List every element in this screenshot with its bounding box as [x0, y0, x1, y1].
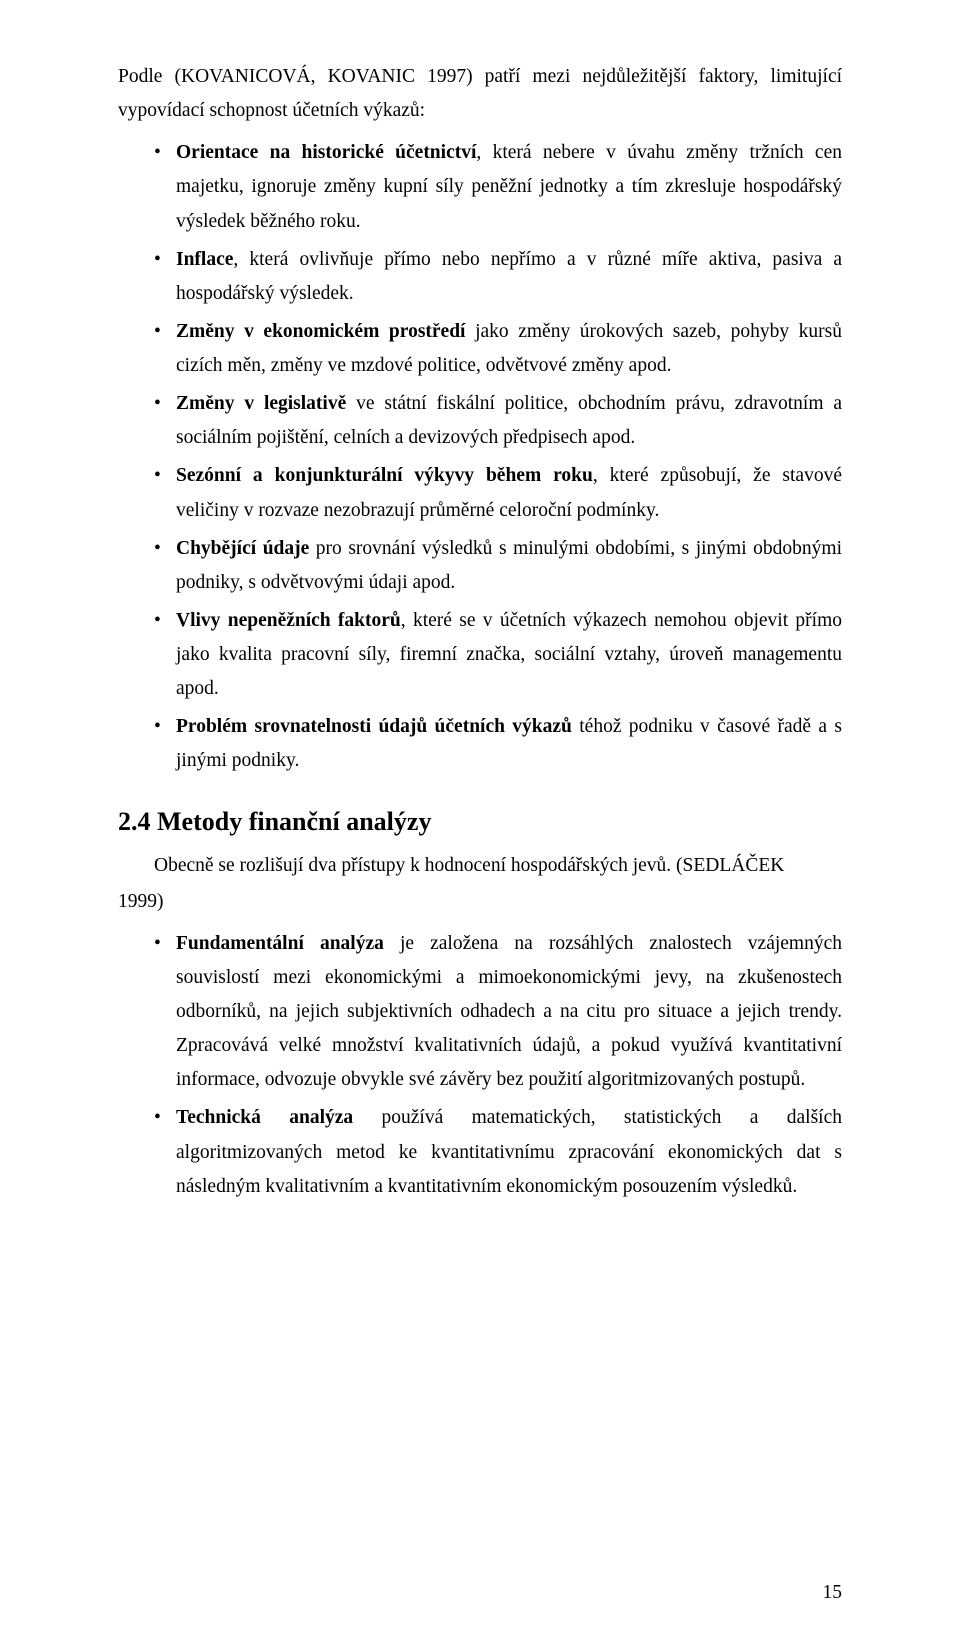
bullet-bold: Problém srovnatelnosti údajů účetních vý… [176, 716, 572, 737]
list-item: Chybějící údaje pro srovnání výsledků s … [154, 532, 842, 600]
list-item: Inflace, která ovlivňuje přímo nebo nepř… [154, 243, 842, 311]
list-item: Orientace na historické účetnictví, kter… [154, 136, 842, 238]
bullet-rest: je založena na rozsáhlých znalostech vzá… [176, 933, 842, 1091]
list-item: Vlivy nepeněžních faktorů, které se v úč… [154, 604, 842, 706]
bullet-list-2: Fundamentální analýza je založena na roz… [118, 927, 842, 1204]
list-item: Problém srovnatelnosti údajů účetních vý… [154, 710, 842, 778]
intro-line-1: Podle (KOVANICOVÁ, KOVANIC 1997) patří m… [118, 66, 758, 87]
section-intro: Obecně se rozlišují dva přístupy k hodno… [118, 849, 842, 883]
page-number: 15 [823, 1582, 843, 1604]
bullet-bold: Sezónní a konjunkturální výkyvy během ro… [176, 465, 593, 486]
section-year: 1999) [118, 885, 842, 919]
list-item: Sezónní a konjunkturální výkyvy během ro… [154, 459, 842, 527]
bullet-bold: Orientace na historické účetnictví [176, 142, 476, 163]
intro-paragraph: Podle (KOVANICOVÁ, KOVANIC 1997) patří m… [118, 60, 842, 128]
list-item: Změny v legislativě ve státní fiskální p… [154, 387, 842, 455]
bullet-bold: Změny v ekonomickém prostředí [176, 321, 465, 342]
bullet-bold: Chybějící údaje [176, 538, 309, 559]
bullet-bold: Změny v legislativě [176, 393, 346, 414]
document-page: Podle (KOVANICOVÁ, KOVANIC 1997) patří m… [0, 0, 960, 1644]
bullet-rest: , která ovlivňuje přímo nebo nepřímo a v… [176, 249, 842, 304]
bullet-bold: Fundamentální analýza [176, 933, 384, 954]
list-item: Technická analýza používá matematických,… [154, 1101, 842, 1203]
bullet-bold: Vlivy nepeněžních faktorů [176, 610, 401, 631]
list-item: Změny v ekonomickém prostředí jako změny… [154, 315, 842, 383]
bullet-list-1: Orientace na historické účetnictví , kter… [118, 136, 842, 778]
bullet-bold: Inflace [176, 249, 233, 270]
bullet-bold: Technická analýza [176, 1107, 353, 1128]
section-heading: 2.4 Metody finanční analýzy [118, 807, 842, 837]
list-item: Fundamentální analýza je založena na roz… [154, 927, 842, 1098]
